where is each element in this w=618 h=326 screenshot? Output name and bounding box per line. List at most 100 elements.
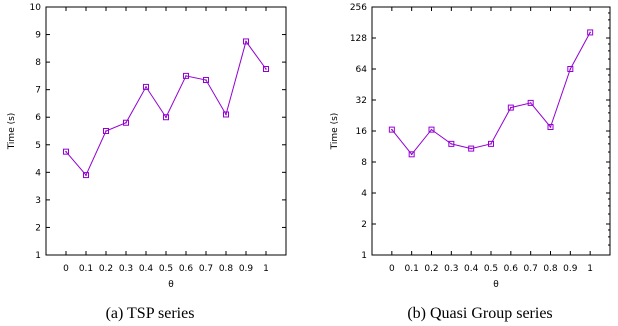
y-tick-label: 2	[361, 220, 367, 230]
y-tick-label: 256	[350, 3, 367, 13]
data-point-square	[468, 145, 475, 152]
data-point-dot	[391, 128, 393, 131]
plot-frame	[371, 6, 611, 256]
x-tick-label: 0.1	[405, 264, 419, 274]
y-tick-label: 4	[35, 168, 41, 178]
x-tick-label: 0	[389, 264, 395, 274]
data-point	[103, 128, 109, 134]
data-point	[183, 72, 189, 79]
data-point	[567, 66, 574, 72]
x-tick-label: 0.9	[239, 264, 254, 274]
x-tick-label: 0.3	[444, 264, 458, 274]
data-point	[527, 99, 534, 106]
data-point-dot	[85, 174, 87, 176]
y-axis-label: Time (s)	[330, 113, 340, 151]
chart-tsp: 1 2 3 4 5 6 7 8 9 10 0 0.1 0.2 0.3 0.4 0.5 0.6 0.7 0.8 0.9 1…	[7, 3, 287, 322]
data-point-dot	[125, 121, 127, 124]
x-axis-label: θ	[493, 280, 499, 290]
series-line	[391, 32, 591, 156]
data-point-square	[123, 119, 129, 126]
data-point-dot	[569, 68, 572, 70]
data-point	[243, 38, 249, 45]
data-point-dot	[410, 153, 413, 156]
data-point-square	[163, 114, 169, 121]
x-tick-label: 0.8	[219, 264, 234, 274]
data-point-dot	[470, 147, 472, 150]
y-tick-label: 8	[361, 158, 367, 168]
x-tick-label: 0.3	[119, 264, 133, 274]
y-tick-label: 6	[35, 113, 41, 123]
x-tick-label: 0.7	[199, 264, 213, 274]
data-point	[143, 83, 149, 90]
y-tick-label: 32	[356, 96, 367, 106]
data-point-dot	[450, 143, 453, 145]
figure-caption: (b) Quasi Group series	[407, 305, 552, 322]
data-point-square	[567, 66, 574, 72]
data-point	[468, 145, 475, 152]
data-point	[63, 148, 69, 155]
y-tick-label: 3	[35, 196, 41, 206]
y-tick-label: 4	[361, 189, 367, 199]
data-point-square	[183, 72, 189, 79]
x-tick-label: 0.9	[563, 264, 578, 274]
y-tick-label: 7	[35, 86, 41, 96]
data-point-square	[507, 104, 514, 111]
data-point	[123, 119, 129, 126]
x-tick-label: 1	[263, 264, 269, 274]
data-point-square	[428, 126, 435, 133]
y-tick-label: 16	[356, 127, 368, 137]
x-tick-label: 0.5	[484, 264, 498, 274]
data-point-dot	[185, 75, 187, 77]
data-point-square	[547, 123, 554, 130]
data-point-dot	[65, 150, 67, 153]
figure-caption: (a) TSP series	[106, 305, 195, 322]
data-point-square	[388, 126, 395, 133]
y-tick-label: 2	[35, 223, 41, 233]
data-point	[83, 172, 89, 179]
x-tick-label: 0.2	[99, 264, 113, 274]
x-tick-label: 0.7	[524, 264, 538, 274]
x-tick-label: 0	[63, 264, 69, 274]
data-point-dot	[549, 126, 552, 128]
data-point	[547, 123, 554, 130]
data-point-square	[448, 140, 455, 147]
data-point	[388, 126, 395, 133]
data-point-dot	[145, 86, 147, 88]
data-point-square	[103, 128, 109, 134]
data-point	[507, 104, 514, 111]
plot-frame	[45, 6, 287, 256]
data-point	[223, 111, 229, 118]
series-line	[65, 40, 267, 177]
data-point	[408, 151, 415, 158]
x-tick-label: 0.4	[139, 264, 154, 274]
data-point	[163, 114, 169, 121]
x-tick-label: 0.1	[79, 264, 93, 274]
data-point-square	[63, 148, 69, 155]
data-point-dot	[510, 106, 512, 109]
data-point-square	[143, 83, 149, 90]
data-point	[263, 66, 269, 72]
data-point-square	[488, 140, 494, 147]
data-point-dot	[205, 79, 207, 81]
data-point	[428, 126, 435, 133]
x-tick-label: 0.8	[543, 264, 558, 274]
y-tick-label: 64	[356, 65, 368, 75]
data-point-dot	[165, 116, 167, 119]
data-point-dot	[245, 40, 247, 43]
data-point-dot	[529, 102, 532, 104]
data-point-dot	[105, 130, 107, 132]
data-point-square	[408, 151, 415, 158]
y-tick-label: 1	[35, 251, 41, 261]
x-axis-label: θ	[168, 280, 174, 290]
data-point-square	[263, 66, 269, 72]
x-tick-label: 0.6	[179, 264, 194, 274]
data-point	[448, 140, 455, 147]
chart-quasi-group: 1 2 4 8 16 32 64 128 256 0 0.1 0.2 0.3 0.4 0.5 0.6 0.7 0.…	[330, 3, 611, 322]
y-axis-label: Time (s)	[7, 113, 17, 151]
data-point-square	[83, 172, 89, 179]
y-tick-label: 9	[35, 31, 41, 41]
data-point-dot	[490, 143, 492, 145]
data-point-dot	[265, 68, 267, 70]
x-tick-label: 0.2	[424, 264, 438, 274]
data-point	[587, 29, 594, 36]
